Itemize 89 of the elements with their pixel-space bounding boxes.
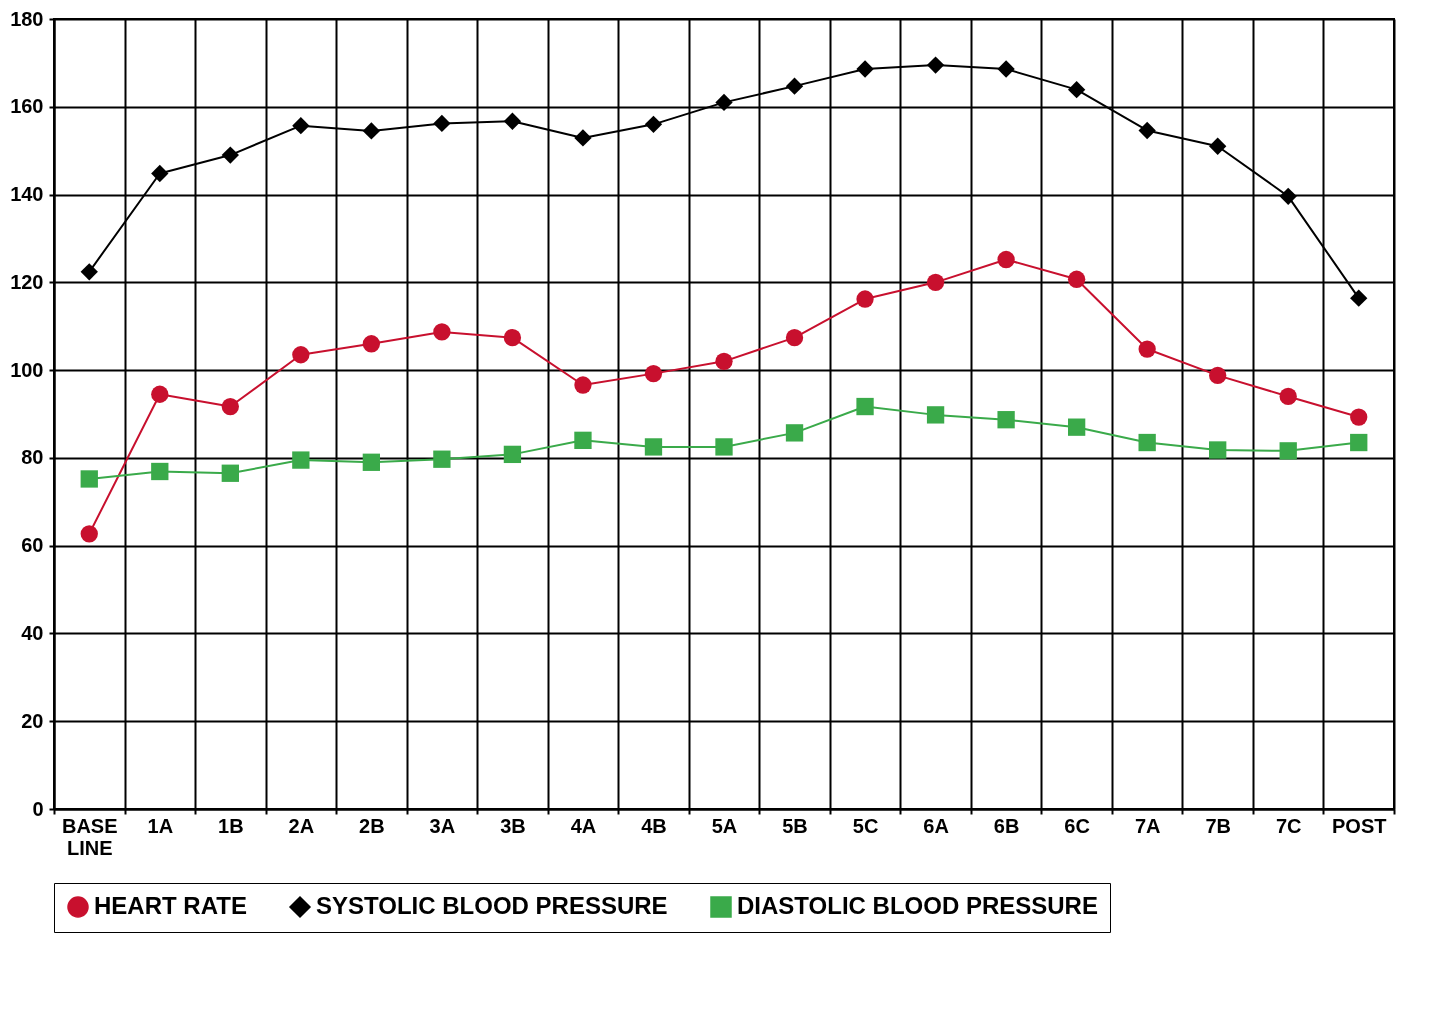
point [1209, 137, 1227, 155]
point [80, 525, 98, 543]
point [926, 273, 945, 291]
x-tick-label: 6A [923, 814, 949, 837]
point [644, 438, 663, 456]
point [1138, 433, 1156, 452]
x-tick-label: 5C [852, 814, 879, 837]
point [292, 346, 310, 364]
point [574, 129, 592, 147]
x-tick-label: 3B [500, 814, 526, 837]
point [503, 112, 522, 130]
point [997, 250, 1015, 269]
y-tick-label: 80 [21, 446, 44, 469]
point [1209, 441, 1227, 459]
point [856, 397, 874, 416]
point [926, 406, 945, 424]
point [221, 397, 239, 416]
point [785, 328, 804, 347]
point [715, 438, 733, 456]
legend-label: HEART RATE [94, 892, 247, 919]
x-tick-label: BASE LINE [61, 814, 118, 859]
x-tick-label: 3A [429, 814, 456, 837]
point [997, 411, 1015, 429]
y-tick-label: 40 [21, 621, 44, 644]
point [1279, 442, 1297, 460]
point [1067, 270, 1086, 288]
x-tick-label: 7B [1205, 814, 1231, 837]
point [292, 116, 310, 135]
point [151, 385, 169, 403]
x-tick-label: 6C [1064, 814, 1090, 837]
y-tick-label: 100 [10, 358, 44, 381]
point [785, 424, 804, 442]
x-tick-label: POST [1332, 814, 1387, 837]
x-tick-label: 6B [993, 814, 1020, 837]
point [151, 462, 169, 481]
point [715, 352, 733, 370]
point [1350, 433, 1368, 452]
point [997, 60, 1015, 78]
point [1279, 187, 1297, 205]
x-tick-label: 1B [218, 814, 244, 837]
point [644, 364, 663, 383]
x-tick-label: 5A [711, 814, 738, 837]
x-tick-label: 2B [359, 814, 385, 837]
point [856, 290, 874, 308]
point [1067, 418, 1086, 436]
point [926, 56, 945, 74]
y-tick-label: 140 [10, 183, 44, 206]
point [151, 164, 169, 183]
point [80, 263, 98, 281]
y-tick-label: 120 [10, 270, 44, 293]
x-tick-label: 7C [1275, 814, 1302, 837]
legend-label: DIASTOLIC BLOOD PRESSURE [737, 892, 1098, 919]
point [1067, 81, 1086, 99]
point [221, 146, 239, 164]
y-tick-label: 160 [10, 95, 44, 118]
point [433, 323, 451, 341]
point [433, 114, 451, 133]
y-tick-label: 20 [21, 709, 44, 732]
point [362, 335, 381, 353]
x-tick-label: 4B [641, 814, 667, 837]
point [574, 431, 592, 449]
point [503, 445, 522, 464]
x-tick-label: 1A [147, 814, 174, 837]
legend-label: SYSTOLIC BLOOD PRESSURE [316, 892, 668, 919]
y-tick-label: 0 [32, 797, 44, 820]
point [362, 453, 381, 471]
point [221, 464, 239, 482]
x-tick-label: 4A [570, 814, 597, 837]
point [715, 93, 733, 112]
point [433, 450, 451, 468]
point [574, 376, 592, 394]
y-tick-label: 60 [21, 534, 44, 557]
x-tick-label: 2A [288, 814, 315, 837]
point [1138, 121, 1156, 140]
point [1138, 340, 1156, 358]
point [1350, 289, 1368, 307]
point [503, 328, 522, 347]
point [362, 122, 381, 140]
point [644, 115, 663, 133]
point [785, 77, 804, 95]
y-tick-label: 180 [10, 7, 44, 30]
x-tick-label: 5B [782, 814, 808, 837]
point [1209, 366, 1227, 385]
x-tick-label: 7A [1134, 814, 1161, 837]
point [292, 451, 310, 469]
point [1279, 387, 1297, 406]
point [856, 60, 874, 78]
point [80, 470, 98, 488]
point [1350, 408, 1368, 426]
